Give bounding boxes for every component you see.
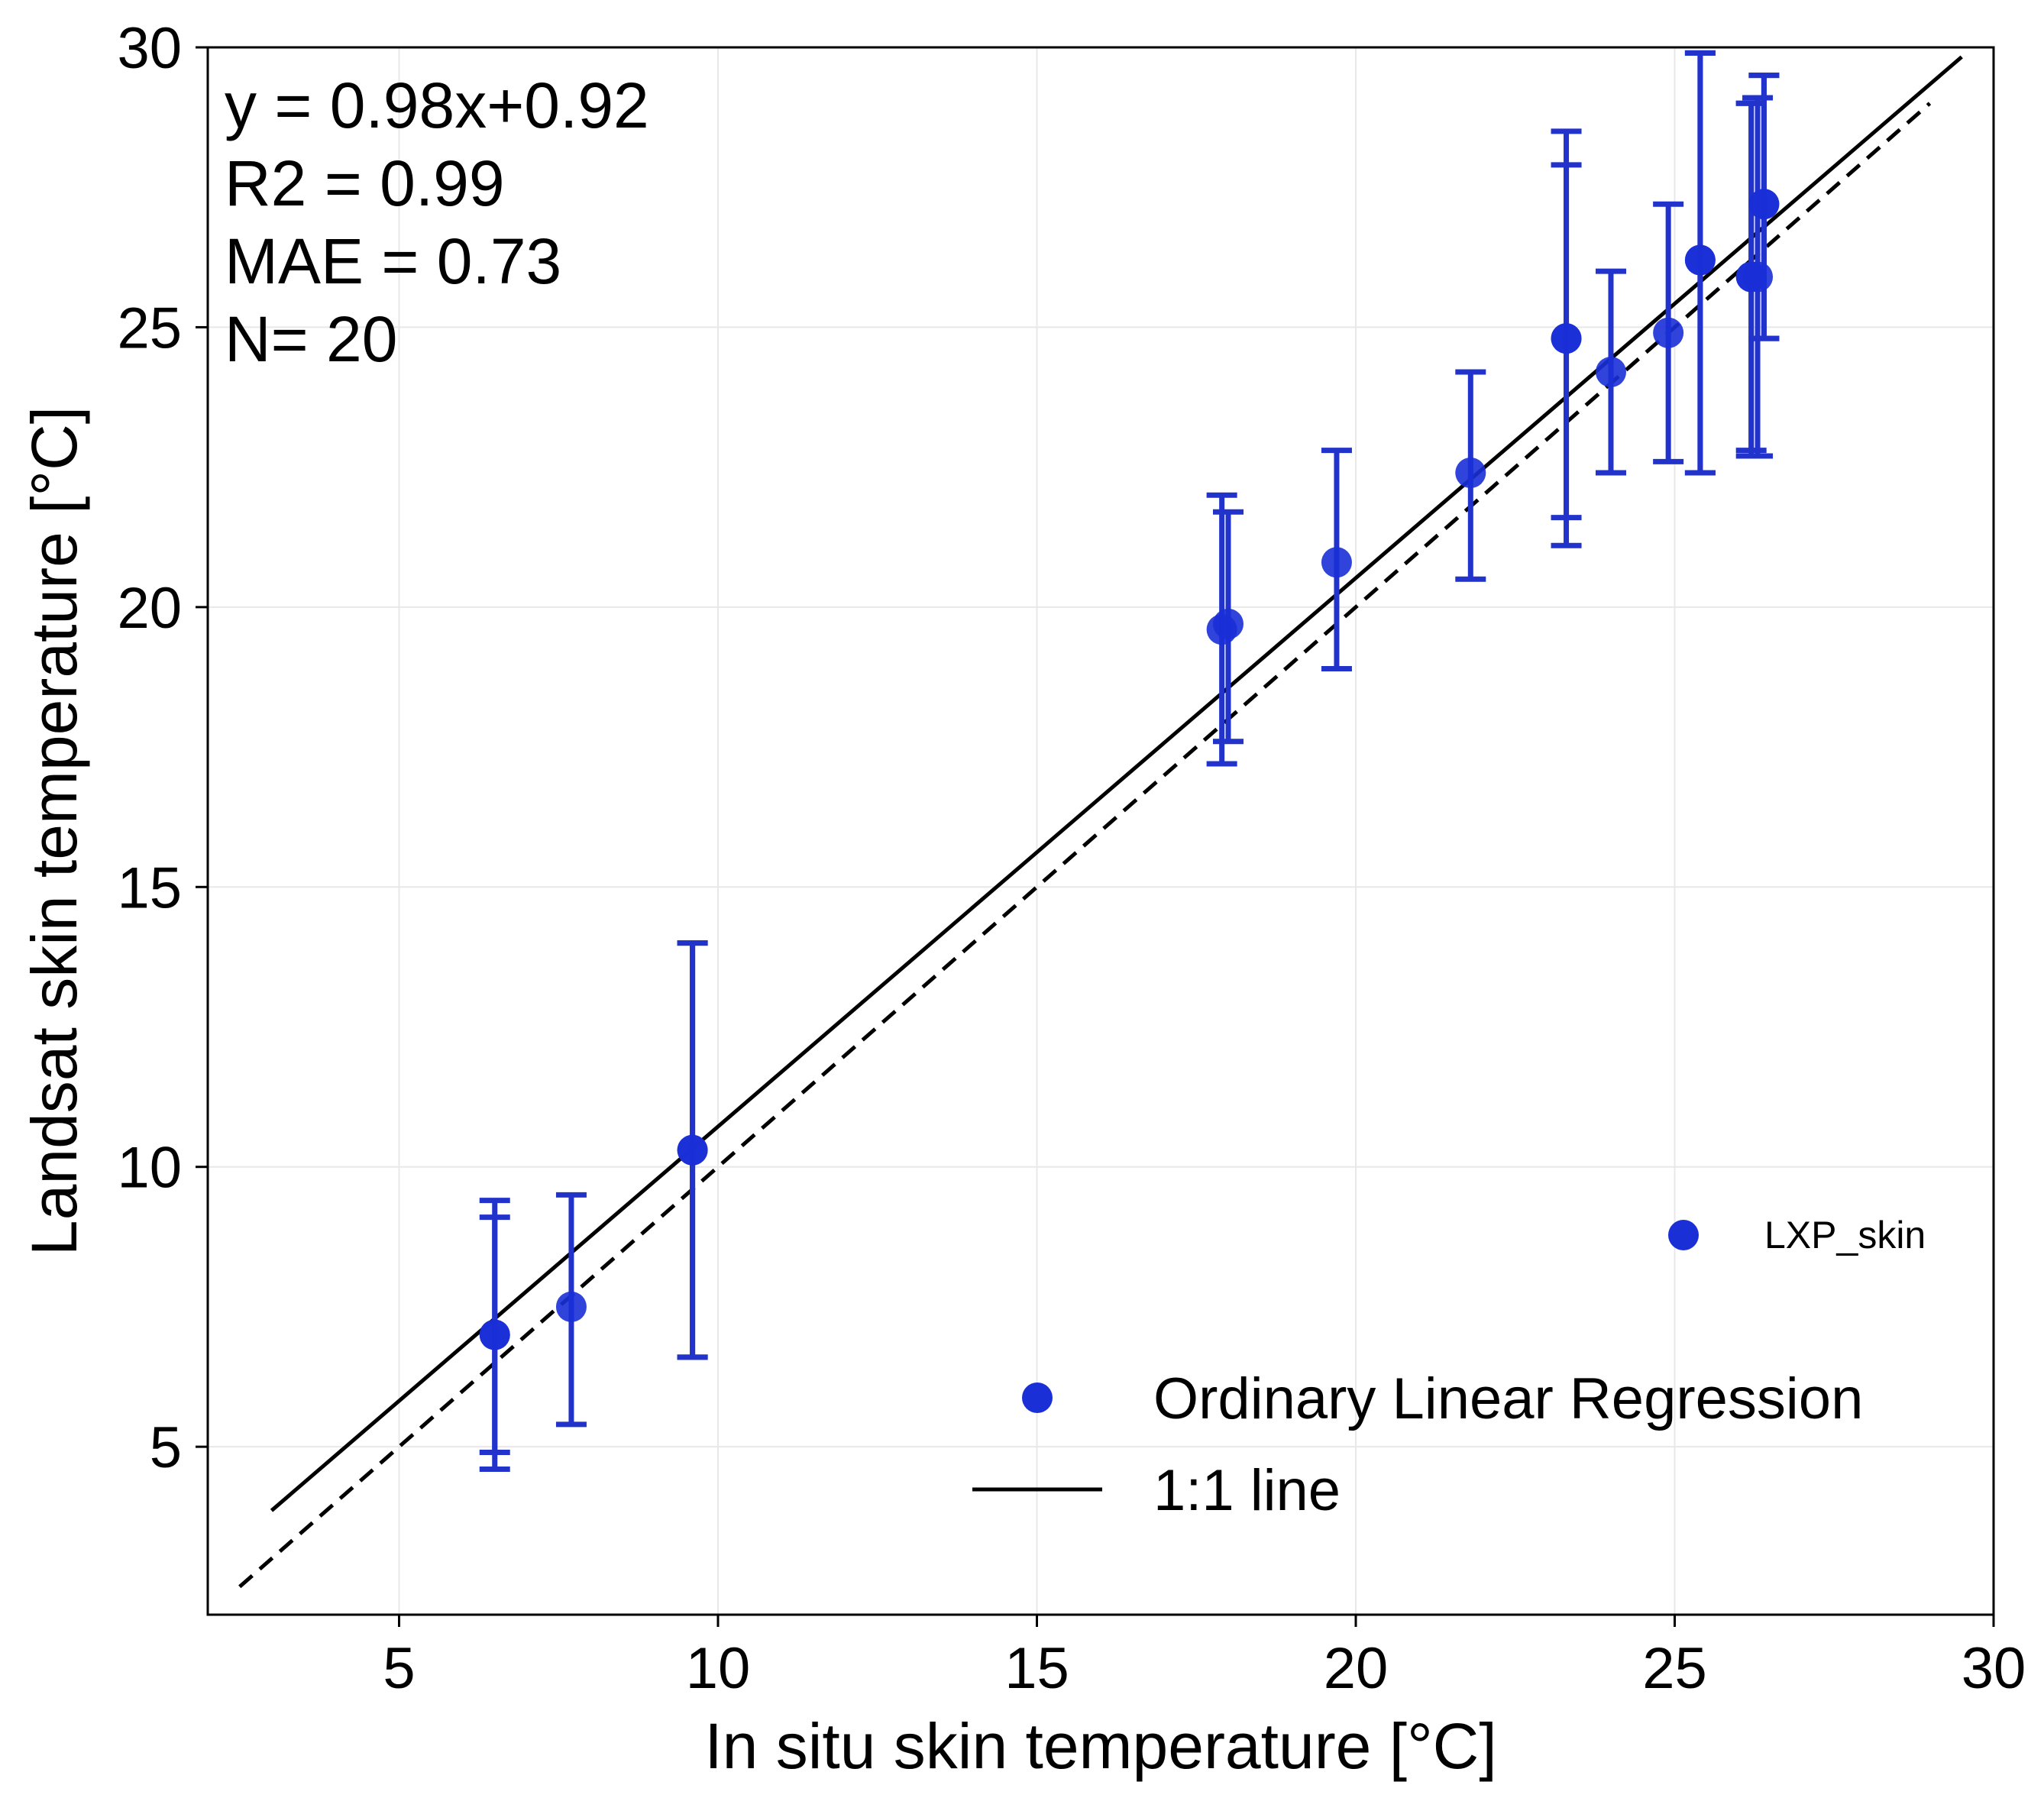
- data-point: [555, 1291, 587, 1322]
- series-legend-label: LXP_skin: [1764, 1214, 1926, 1256]
- data-point: [677, 1134, 708, 1166]
- x-tick-label: 20: [1324, 1636, 1389, 1701]
- y-tick-label: 10: [117, 1136, 182, 1201]
- stats-annotation: y = 0.98x+0.92 R2 = 0.99 MAE = 0.73 N= 2…: [225, 70, 649, 375]
- legend-marker-ols: [1022, 1382, 1053, 1413]
- y-tick-label: 15: [117, 855, 182, 920]
- y-tick-label: 5: [150, 1415, 182, 1480]
- legend: Ordinary Linear Regression 1:1 line: [972, 1366, 1863, 1523]
- series-legend: LXP_skin: [1668, 1214, 1926, 1256]
- x-tick-label: 25: [1642, 1636, 1707, 1701]
- axis-ticks: 5 10 15 20 25 30 5 10 15 20 25 30: [117, 16, 2026, 1701]
- data-points: [479, 189, 1780, 1350]
- stats-n: N= 20: [225, 303, 398, 375]
- data-point: [1653, 317, 1684, 348]
- data-point: [479, 1319, 510, 1350]
- y-axis-label: Landsat skin temperature [°C]: [18, 406, 90, 1256]
- data-point: [1742, 261, 1774, 293]
- y-tick-label: 20: [117, 576, 182, 641]
- regression-line: [270, 55, 1963, 1512]
- x-tick-label: 30: [1962, 1636, 2026, 1701]
- data-point: [1321, 547, 1352, 578]
- stats-r2: R2 = 0.99: [225, 147, 505, 219]
- data-point: [1551, 323, 1582, 354]
- data-point: [1213, 608, 1244, 639]
- y-tick-label: 25: [117, 296, 182, 361]
- error-bars: [479, 50, 1780, 1472]
- series-legend-marker: [1668, 1220, 1699, 1250]
- legend-label-line: 1:1 line: [1153, 1458, 1341, 1523]
- plot-frame: [206, 46, 1995, 1616]
- legend-label-ols: Ordinary Linear Regression: [1153, 1366, 1863, 1431]
- data-point: [1596, 357, 1626, 388]
- x-tick-label: 10: [686, 1636, 751, 1701]
- stats-mae: MAE = 0.73: [225, 225, 561, 297]
- data-point: [1455, 457, 1486, 488]
- stats-equation: y = 0.98x+0.92: [225, 70, 649, 141]
- x-axis-label: In situ skin temperature [°C]: [704, 1710, 1496, 1782]
- x-tick-label: 15: [1004, 1636, 1069, 1701]
- y-tick-label: 30: [117, 16, 182, 81]
- fit-lines: [238, 55, 1963, 1589]
- x-tick-label: 5: [383, 1636, 415, 1701]
- one-to-one-line: [238, 102, 1932, 1589]
- data-point: [1748, 189, 1780, 220]
- data-point: [1684, 244, 1716, 276]
